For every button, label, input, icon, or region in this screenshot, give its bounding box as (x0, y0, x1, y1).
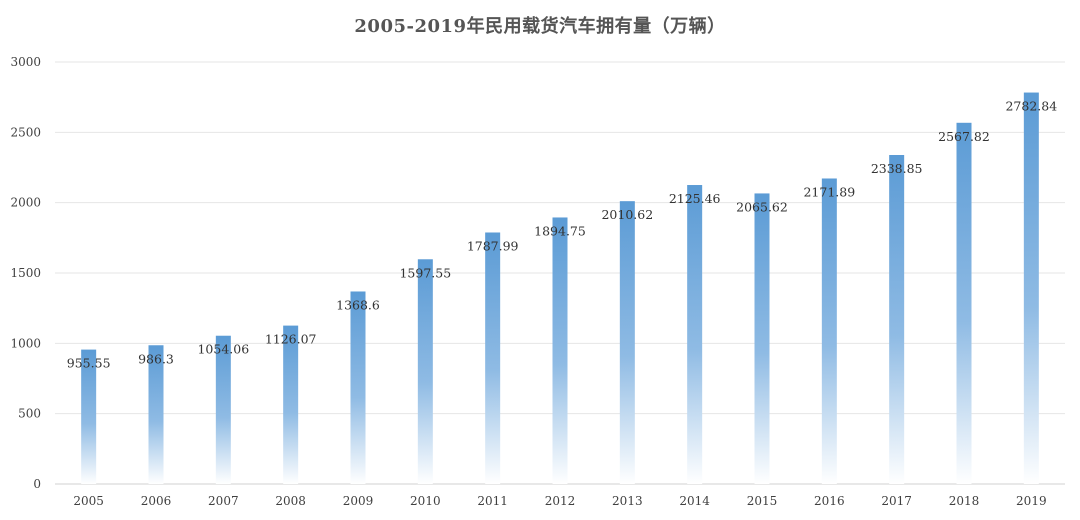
x-tick-label: 2015 (747, 494, 778, 508)
bar-2009 (350, 291, 366, 484)
bar-2012 (552, 217, 568, 484)
data-label-2007: 1054.06 (197, 342, 249, 357)
y-tick-label: 1500 (10, 266, 41, 280)
x-tick-label: 2010 (410, 494, 441, 508)
data-label-2010: 1597.55 (399, 265, 451, 280)
data-label-2019: 2782.84 (1005, 99, 1057, 114)
bar-2015 (754, 193, 770, 484)
data-label-2008: 1126.07 (265, 332, 317, 347)
y-axis: 0 500 1000 1500 2000 2500 3000 (10, 55, 41, 491)
bar-2005 (81, 349, 97, 484)
data-label-2018: 2567.82 (938, 129, 990, 144)
bar-2013 (619, 201, 635, 484)
y-tick-label: 3000 (10, 55, 41, 69)
x-tick-label: 2018 (949, 494, 980, 508)
data-label-2006: 986.3 (138, 351, 174, 366)
y-tick-label: 1000 (10, 336, 41, 350)
data-label-2015: 2065.62 (736, 199, 788, 214)
data-label-2016: 2171.89 (803, 184, 855, 199)
y-tick-label: 2000 (10, 196, 41, 210)
x-tick-label: 2009 (343, 494, 374, 508)
data-label-2017: 2338.85 (871, 161, 923, 176)
y-tick-label: 0 (33, 477, 41, 491)
x-tick-label: 2008 (275, 494, 306, 508)
x-tick-label: 2012 (545, 494, 576, 508)
data-label-2005: 955.55 (67, 356, 111, 371)
bar-2006 (148, 345, 164, 484)
chart-title: 2005-2019年民用载货汽车拥有量（万辆） (354, 16, 726, 37)
bar-2008 (283, 325, 299, 484)
bar-2019 (1023, 92, 1039, 484)
x-tick-label: 2019 (1016, 494, 1047, 508)
x-tick-label: 2016 (814, 494, 845, 508)
data-label-2011: 1787.99 (467, 238, 519, 253)
data-labels: 955.55 986.3 1054.06 1126.07 1368.6 1597.55 17… (67, 99, 1057, 371)
x-tick-label: 2011 (477, 494, 508, 508)
x-tick-label: 2006 (141, 494, 172, 508)
data-label-2014: 2125.46 (669, 191, 721, 206)
x-tick-label: 2017 (881, 494, 912, 508)
data-label-2009: 1368.6 (336, 297, 380, 312)
bar-2014 (687, 185, 703, 485)
y-tick-label: 2500 (10, 125, 41, 139)
bar-2018 (956, 122, 972, 484)
x-tick-label: 2005 (73, 494, 104, 508)
data-label-2013: 2010.62 (601, 207, 653, 222)
bars (81, 92, 1039, 485)
x-axis: 2005 2006 2007 2008 2009 2010 2011 2012 2013 2014… (73, 494, 1046, 508)
x-tick-label: 2014 (679, 494, 710, 508)
x-tick-label: 2007 (208, 494, 239, 508)
y-tick-label: 500 (18, 407, 41, 421)
bar-2007 (215, 335, 231, 484)
data-label-2012: 1894.75 (534, 223, 586, 238)
x-tick-label: 2013 (612, 494, 643, 508)
bar-2010 (417, 259, 433, 484)
bar-2016 (821, 178, 837, 484)
bar-2011 (485, 232, 501, 484)
bar-2017 (889, 155, 905, 484)
